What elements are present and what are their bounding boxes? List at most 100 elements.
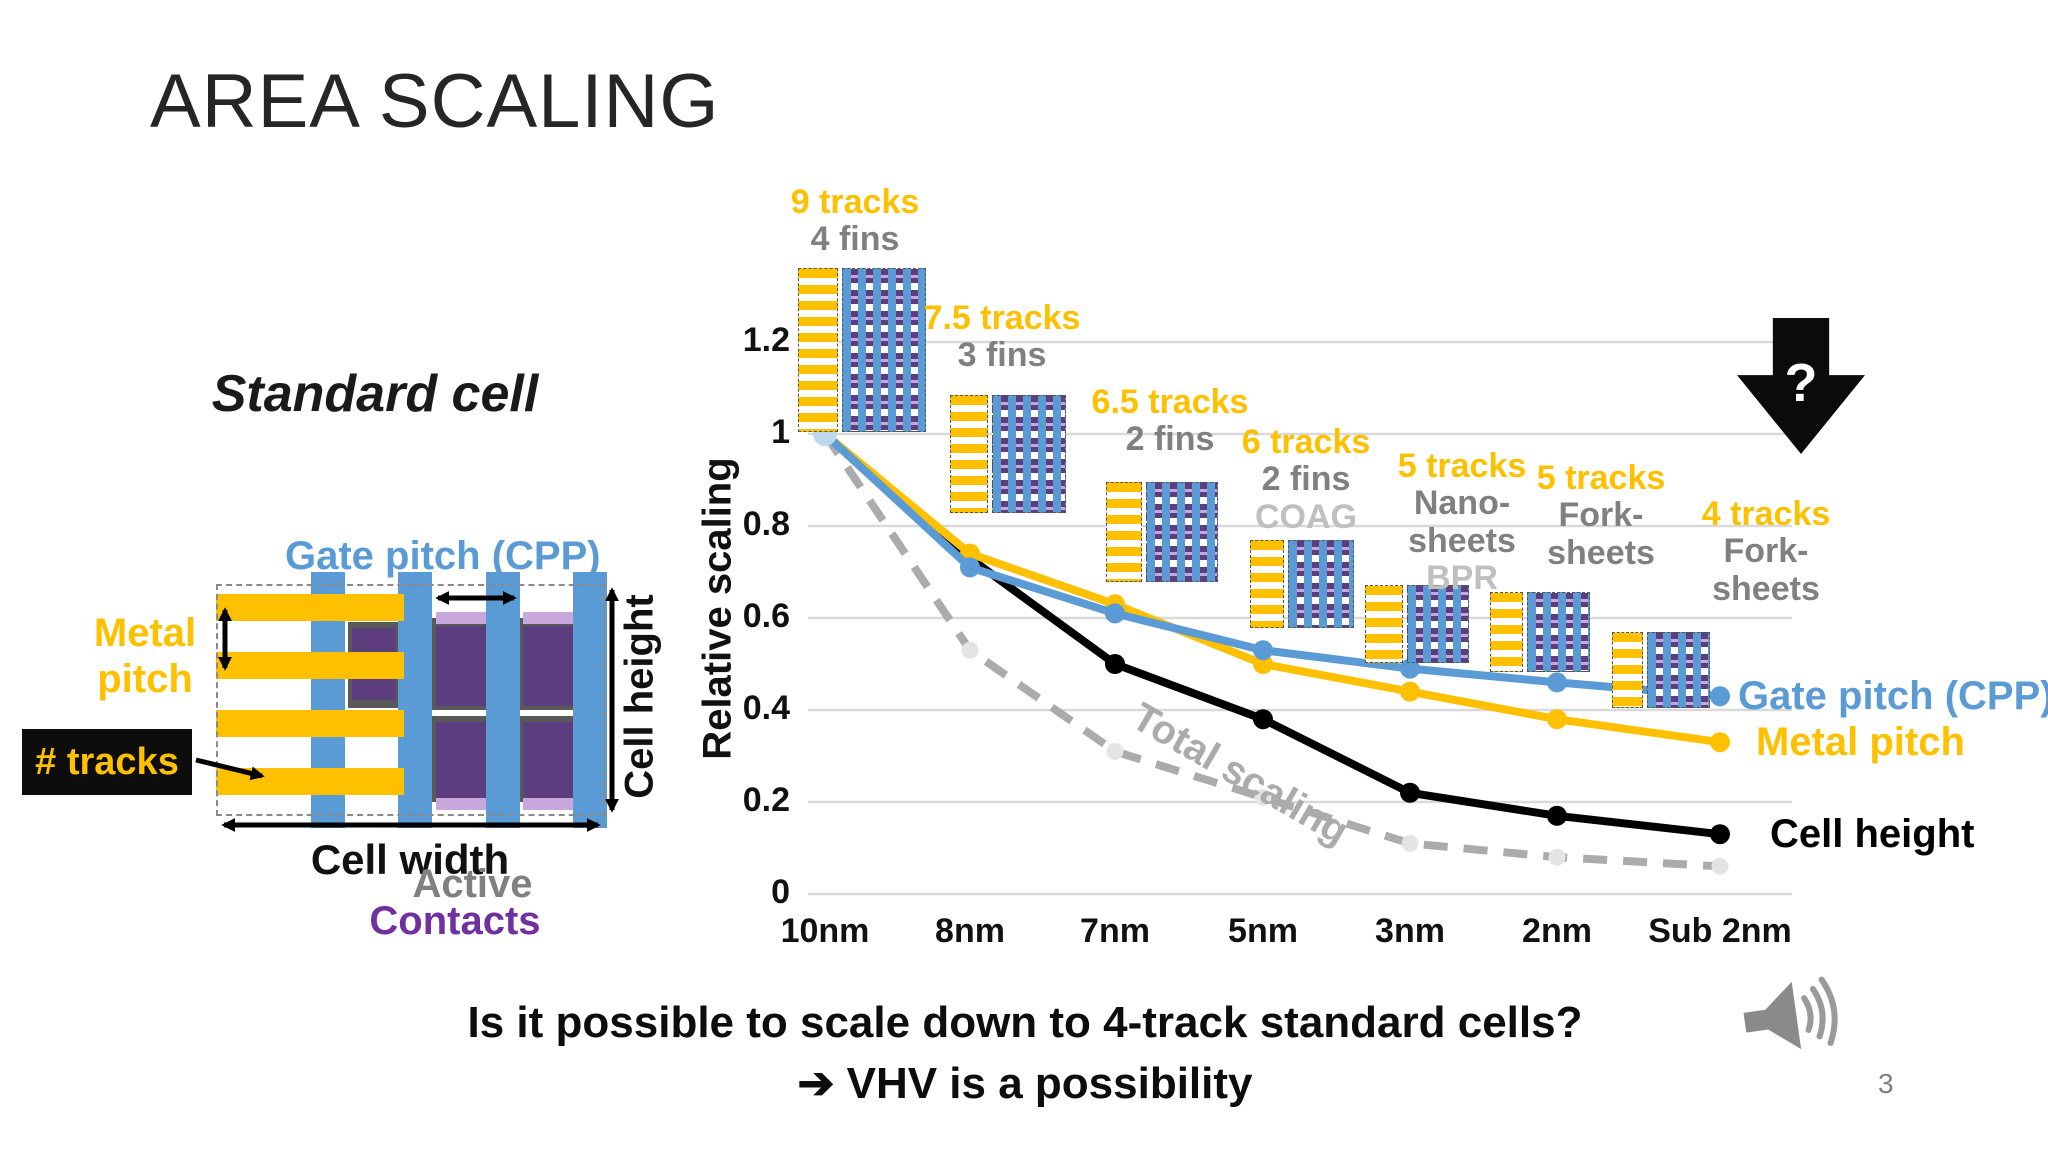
x-tick-label: 5nm — [1228, 912, 1298, 950]
mini-cell-gate-grid — [992, 395, 1066, 513]
question-line2: ➔ VHV is a possibility — [797, 1059, 1253, 1108]
mini-cell-gate-grid — [842, 268, 926, 432]
annotation-line: sheets — [1712, 569, 1820, 608]
mini-cell-gate-grid — [1407, 585, 1469, 663]
x-tick-label: 10nm — [780, 912, 870, 950]
y-tick-label: 0.8 — [742, 505, 790, 543]
node-annotation-3nm: 5 tracks Nano-sheets BPR — [1398, 447, 1527, 598]
x-tick-label: 2nm — [1522, 912, 1592, 950]
annotation-line: Fork- — [1558, 496, 1644, 535]
audio-speaker-icon[interactable] — [1735, 972, 1851, 1068]
annotation-line: 4 fins — [810, 220, 900, 259]
annotation-line: 9 tracks — [790, 183, 920, 221]
data-point-metal-pitch — [1253, 654, 1273, 674]
data-point-cell-height — [1400, 782, 1420, 803]
scaling-chart: Relative scaling 0 0.2 0.4 0.6 0.8 1 1.2 10nm 8n… — [696, 140, 2048, 970]
series-label-metal-pitch: Metal pitch — [1756, 720, 1965, 764]
data-point-metal-pitch — [1547, 709, 1567, 730]
mini-cell-metal-stack — [1106, 482, 1142, 582]
gate-bar — [486, 572, 520, 828]
page-title: AREA SCALING — [150, 59, 720, 144]
annotation-line: 6.5 tracks — [1091, 383, 1249, 421]
gate-bar — [573, 572, 607, 828]
metal-track — [216, 652, 404, 679]
mini-cell-gate-grid — [1146, 482, 1218, 582]
data-point-gate-pitch-cpp — [1710, 686, 1730, 707]
data-point-gate-pitch-cpp — [1253, 640, 1273, 661]
x-tick-label: 3nm — [1375, 912, 1445, 950]
mini-cell-metal-stack — [798, 268, 838, 432]
series-label-cell-height: Cell height — [1770, 812, 1975, 856]
annotation-line: 5 tracks — [1536, 459, 1666, 497]
gate-pitch-label: Gate pitch (CPP) — [285, 534, 601, 578]
mini-cell-2nm — [1490, 592, 1590, 672]
node-annotation-sub-2nm: 4 tracks Fork-sheets — [1701, 495, 1831, 608]
active-label: Active — [412, 862, 533, 906]
mini-cell-10nm — [798, 268, 926, 432]
annotation-line: 2 fins — [1125, 420, 1215, 459]
mini-cell-gate-grid — [1527, 592, 1590, 672]
data-point-cell-height — [1547, 805, 1567, 826]
contact-tab — [523, 798, 573, 810]
annotation-line: Fork- — [1723, 532, 1809, 571]
num-tracks-label: # tracks — [22, 729, 192, 795]
node-annotation-8nm: 7.5 tracks 3 fins — [923, 299, 1081, 375]
mini-cell-metal-stack — [1612, 632, 1643, 708]
cell-height-label: Cell height — [617, 594, 662, 799]
series-label-gate-pitch-cpp: Gate pitch (CPP) — [1738, 674, 2048, 718]
data-point-metal-pitch — [1400, 681, 1420, 702]
y-tick-label: 0 — [771, 873, 790, 911]
data-point-total-scaling — [1711, 857, 1729, 875]
contact — [523, 722, 573, 798]
question-line1: Is it possible to scale down to 4-track … — [467, 998, 1583, 1047]
contact-tab — [523, 612, 573, 624]
cell-boundary — [216, 584, 605, 816]
y-tick-label: 0.6 — [742, 597, 790, 635]
mini-cell-3nm — [1365, 585, 1469, 663]
metal-track — [216, 710, 404, 737]
contact — [523, 626, 573, 706]
annotation-line: Nano- — [1413, 484, 1511, 523]
data-point-total-scaling — [1254, 788, 1272, 806]
annotation-line: 3 fins — [957, 336, 1047, 375]
data-point-total-scaling — [961, 641, 979, 659]
mini-cell-gate-grid — [1288, 540, 1354, 628]
mini-cell-8nm — [950, 395, 1066, 513]
data-point-gate-pitch-cpp — [1547, 672, 1567, 693]
y-tick-label: 1.2 — [742, 321, 790, 359]
bottom-question: Is it possible to scale down to 4-track … — [330, 998, 1720, 1109]
contact — [436, 722, 486, 798]
y-tick-label: 1 — [771, 413, 790, 451]
annotation-line: 2 fins — [1261, 460, 1351, 499]
mini-cell-metal-stack — [1250, 540, 1284, 628]
mini-cell-sub-2nm — [1612, 632, 1710, 708]
contact-tab — [436, 798, 486, 810]
data-point-total-scaling — [1401, 834, 1419, 852]
mini-cell-gate-grid — [1647, 632, 1710, 708]
y-tick-label: 0.4 — [742, 689, 790, 727]
metal-pitch-label: Metal pitch — [93, 611, 197, 701]
mini-cell-5nm — [1250, 540, 1354, 628]
annotation-line: 7.5 tracks — [923, 299, 1081, 337]
chart-canvas — [808, 340, 1792, 896]
annotation-line: 6 tracks — [1241, 423, 1371, 461]
annotation-line: 4 tracks — [1701, 495, 1831, 533]
standard-cell-heading: Standard cell — [211, 365, 539, 423]
annotation-line: sheets — [1547, 533, 1655, 572]
data-point-metal-pitch — [1710, 732, 1730, 753]
mini-cell-metal-stack — [1365, 585, 1403, 663]
page-number: 3 — [1878, 1068, 1894, 1099]
question-mark: ? — [1784, 353, 1818, 413]
x-tick-label: Sub 2nm — [1648, 912, 1792, 950]
mini-cell-metal-stack — [1490, 592, 1523, 672]
metal-track — [216, 594, 404, 621]
data-point-total-scaling — [1106, 742, 1124, 760]
x-tick-label: 8nm — [935, 912, 1005, 950]
data-point-gate-pitch-cpp — [1105, 603, 1125, 624]
data-point-gate-pitch-cpp — [1400, 658, 1420, 679]
data-point-total-scaling — [1548, 848, 1566, 866]
x-tick-label: 7nm — [1080, 912, 1150, 950]
mini-cell-7nm — [1106, 482, 1218, 582]
node-annotation-7nm: 6.5 tracks 2 fins — [1091, 383, 1249, 459]
